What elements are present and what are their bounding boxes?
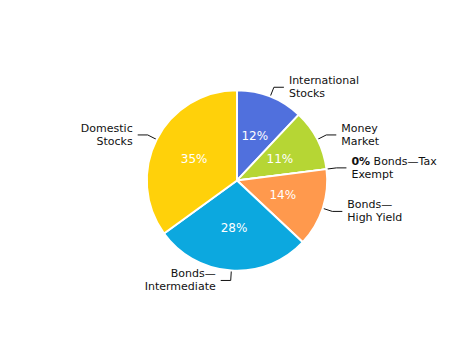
svg-text:Stocks: Stocks — [289, 87, 325, 100]
svg-text:High Yield: High Yield — [347, 211, 402, 224]
svg-text:12%: 12% — [241, 129, 268, 143]
svg-text:Bonds—Tax: Bonds—Tax — [370, 155, 437, 168]
svg-text:11%: 11% — [267, 152, 294, 166]
svg-text:International: International — [289, 74, 359, 87]
svg-text:28%: 28% — [221, 221, 248, 235]
svg-text:0%: 0% — [351, 155, 370, 168]
svg-text:Domestic: Domestic — [81, 122, 133, 135]
svg-text:Bonds—: Bonds— — [171, 267, 216, 280]
svg-text:Exempt: Exempt — [351, 168, 394, 181]
svg-text:Money: Money — [341, 122, 378, 135]
svg-text:35%: 35% — [181, 152, 208, 166]
svg-text:Market: Market — [341, 135, 379, 148]
svg-text:Intermediate: Intermediate — [145, 280, 216, 293]
svg-text:Bonds—: Bonds— — [347, 198, 392, 211]
svg-text:Stocks: Stocks — [97, 135, 133, 148]
svg-text:14%: 14% — [269, 188, 296, 202]
